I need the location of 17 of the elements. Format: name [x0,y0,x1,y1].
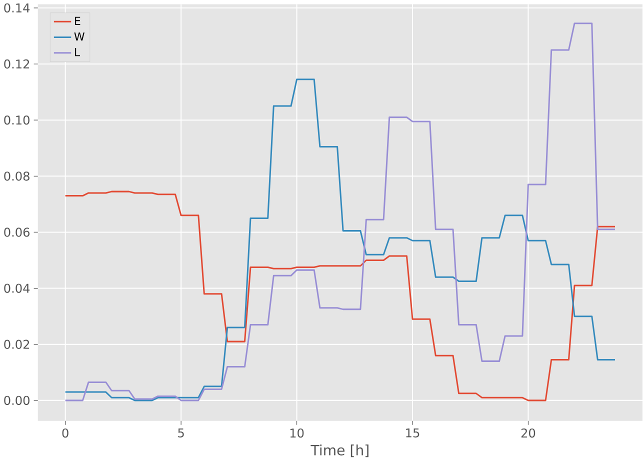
x-tick-label: 0 [62,428,68,438]
y-tick-label: 0.10 [4,115,30,124]
y-tick-label: 0.06 [4,227,30,237]
x-tick-label: 10 [290,428,304,438]
y-tick-label: 0.08 [4,171,30,180]
y-tick-label: 0.02 [4,340,30,349]
x-axis-title: Time [h] [310,444,368,457]
y-tick-label: 0.12 [4,59,30,68]
legend-label: L [74,48,80,56]
x-tick-label: 5 [178,428,184,438]
legend-label: W [74,32,84,40]
x-tick-label: 20 [521,428,536,438]
y-tick-label: 0.00 [4,396,30,405]
x-tick-label: 15 [406,428,420,438]
y-tick-label: 0.04 [4,283,30,293]
y-tick-label: 0.14 [4,3,30,12]
legend-label: E [74,16,80,25]
